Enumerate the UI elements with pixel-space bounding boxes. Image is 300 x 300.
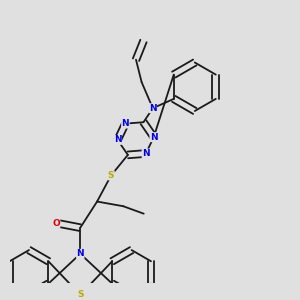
Text: N: N — [114, 136, 122, 145]
Text: N: N — [122, 119, 129, 128]
Text: N: N — [142, 149, 150, 158]
Text: N: N — [150, 133, 158, 142]
Text: N: N — [149, 104, 157, 113]
Text: S: S — [77, 290, 83, 299]
Text: O: O — [52, 218, 60, 227]
Text: N: N — [76, 249, 84, 258]
Text: S: S — [108, 171, 114, 180]
